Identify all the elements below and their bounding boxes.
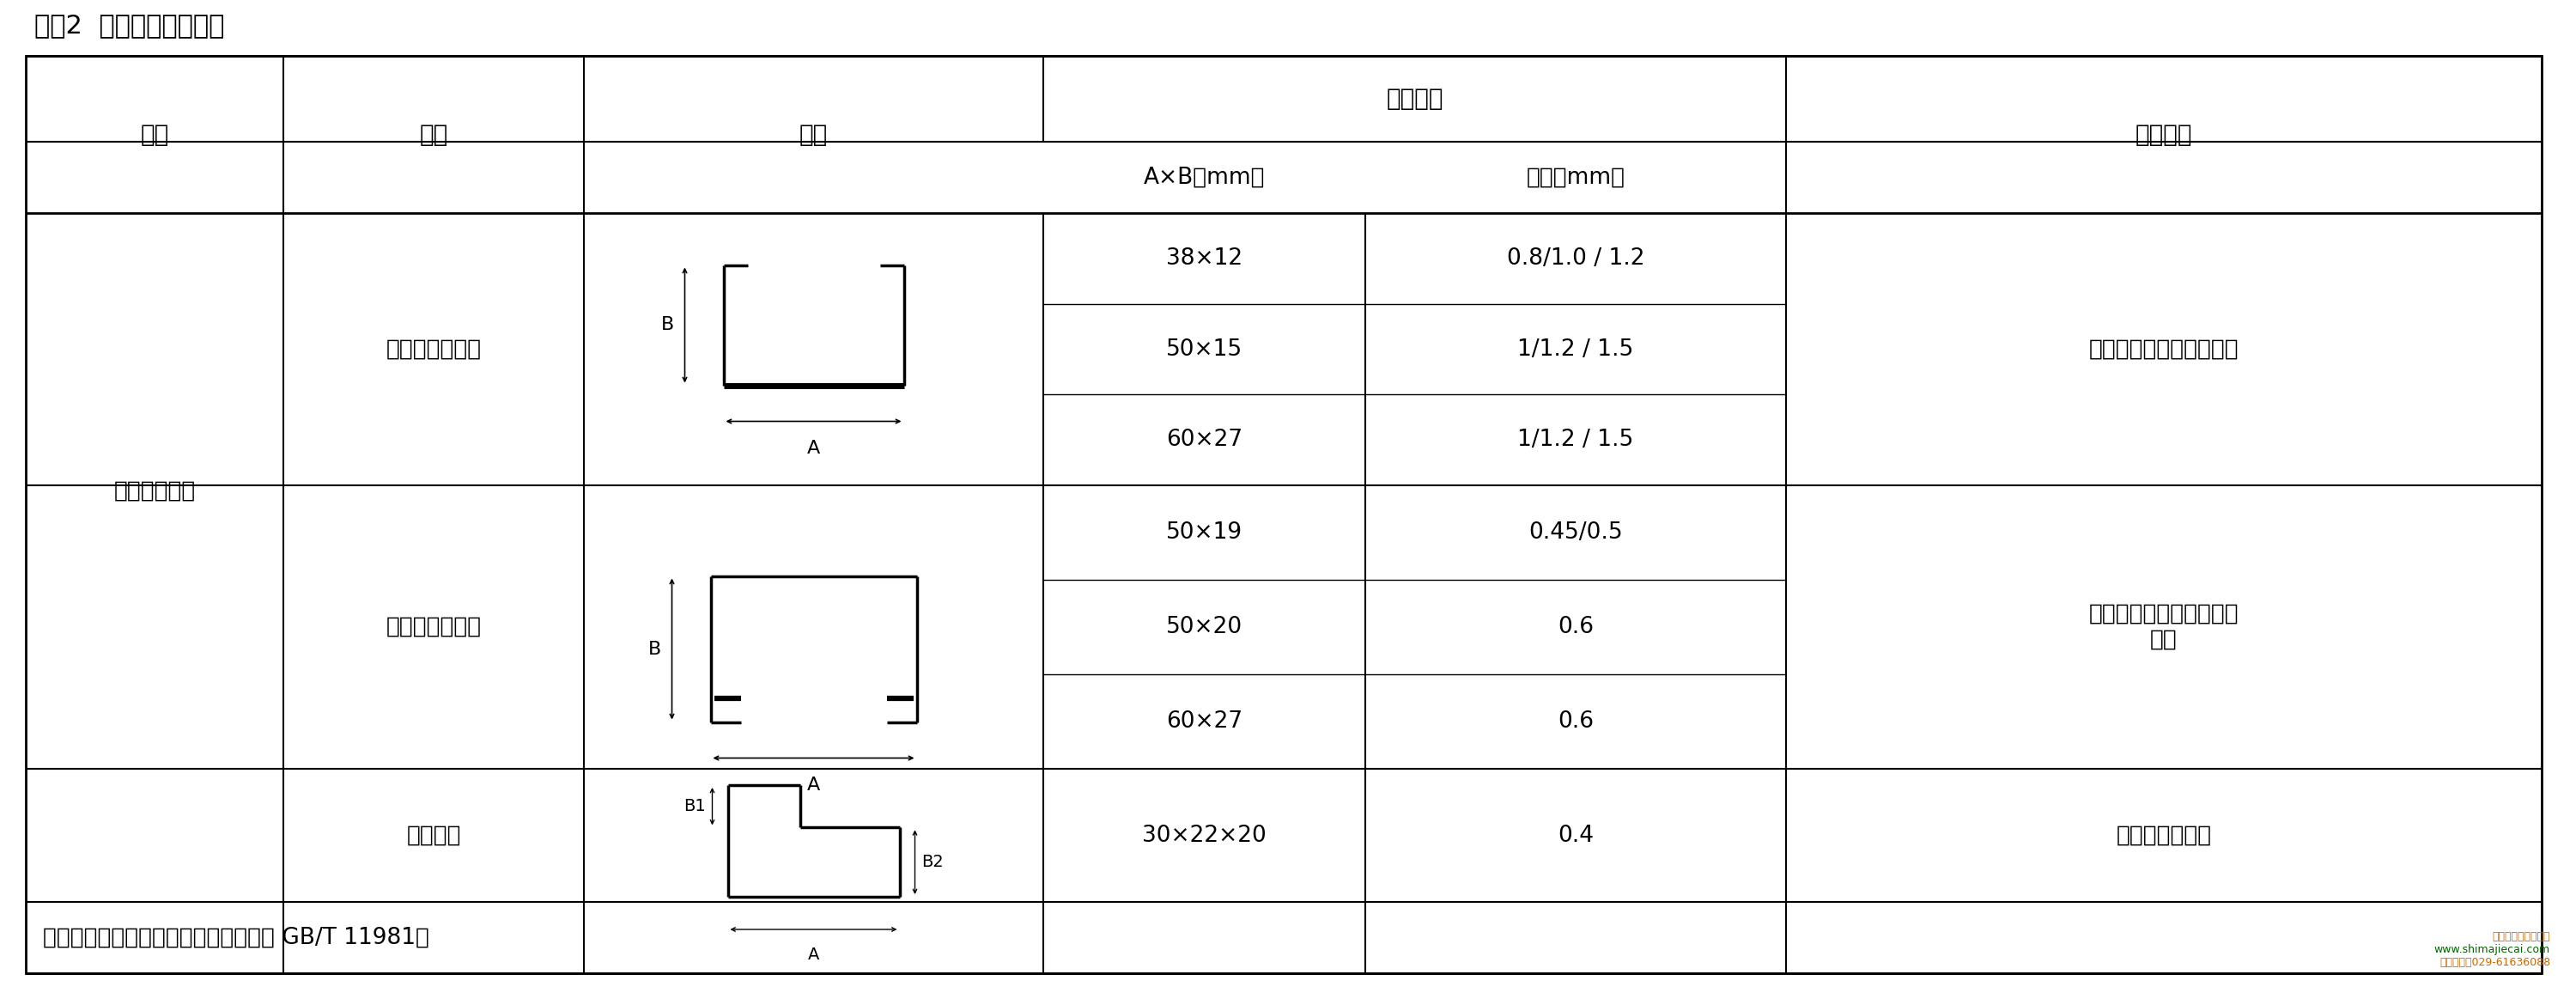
Text: 1/1.2 / 1.5: 1/1.2 / 1.5 (1517, 338, 1633, 361)
Text: 主（承载）龙骨: 主（承载）龙骨 (386, 338, 482, 361)
Text: B: B (662, 317, 675, 334)
Text: 实际尺寸: 实际尺寸 (1386, 87, 1443, 111)
Text: 0.8/1.0 / 1.2: 0.8/1.0 / 1.2 (1507, 247, 1643, 270)
Text: 60×27: 60×27 (1167, 710, 1242, 732)
Text: 断面: 断面 (799, 123, 827, 147)
Text: A: A (806, 441, 819, 458)
Text: 0.45/0.5: 0.45/0.5 (1528, 521, 1623, 543)
Text: B2: B2 (922, 854, 943, 870)
Text: www.shimajiecai.com: www.shimajiecai.com (2434, 944, 2550, 955)
Text: 50×19: 50×19 (1167, 521, 1242, 543)
Text: 广告市场管理信息网: 广告市场管理信息网 (2491, 931, 2550, 942)
Text: 咨询电话：029-61636088: 咨询电话：029-61636088 (2439, 956, 2550, 968)
Text: 吊顶次龙骨收边: 吊顶次龙骨收边 (2115, 824, 2213, 846)
Text: 0.6: 0.6 (1558, 616, 1595, 638)
Text: A: A (806, 777, 819, 794)
Text: 备注：产品执行标准（建筑用轻钢龙骨 GB/T 11981）: 备注：产品执行标准（建筑用轻钢龙骨 GB/T 11981） (44, 926, 430, 949)
Text: 50×20: 50×20 (1167, 616, 1242, 638)
Text: 0.6: 0.6 (1558, 710, 1595, 732)
Text: 吊顶骨架中固定饰面板的
构件: 吊顶骨架中固定饰面板的 构件 (2089, 603, 2239, 651)
Text: 名称: 名称 (420, 123, 448, 147)
Text: 应用范围: 应用范围 (2136, 123, 2192, 147)
Text: B: B (649, 640, 662, 657)
Text: 38×12: 38×12 (1167, 247, 1242, 270)
Text: 50×15: 50×15 (1167, 338, 1242, 361)
Text: A×B（mm）: A×B（mm） (1144, 166, 1265, 189)
Text: A: A (809, 947, 819, 963)
Text: 续表2  轻钢龙骨产品规格: 续表2 轻钢龙骨产品规格 (33, 13, 224, 38)
Text: 次（覆面）龙骨: 次（覆面）龙骨 (386, 616, 482, 638)
Text: 30×22×20: 30×22×20 (1141, 824, 1267, 846)
Text: 吊顶骨架中主要受力构件: 吊顶骨架中主要受力构件 (2089, 338, 2239, 361)
Text: 收边龙骨: 收边龙骨 (407, 824, 461, 846)
Text: 标准吊顶系列: 标准吊顶系列 (113, 480, 196, 502)
Text: 60×27: 60×27 (1167, 429, 1242, 452)
Text: 厚度（mm）: 厚度（mm） (1525, 166, 1625, 189)
Text: 系列: 系列 (139, 123, 170, 147)
Text: 1/1.2 / 1.5: 1/1.2 / 1.5 (1517, 429, 1633, 452)
Text: B1: B1 (683, 798, 706, 814)
Text: 0.4: 0.4 (1558, 824, 1595, 846)
